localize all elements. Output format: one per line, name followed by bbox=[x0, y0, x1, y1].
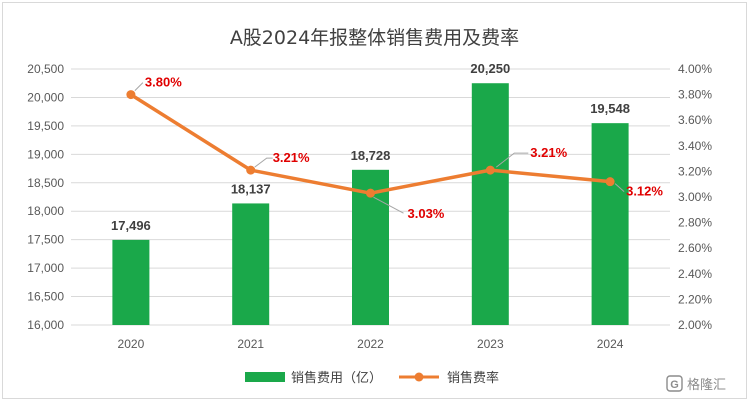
bar-data-label: 19,548 bbox=[590, 101, 630, 116]
y-left-tick-label: 19,500 bbox=[27, 119, 64, 133]
y-right-tick-label: 3.00% bbox=[678, 190, 712, 204]
x-tick-label: 2024 bbox=[597, 337, 624, 351]
bar-data-label: 20,250 bbox=[470, 61, 510, 76]
y-right-tick-label: 2.40% bbox=[678, 267, 712, 281]
bar bbox=[591, 123, 629, 325]
y-right-tick-label: 3.20% bbox=[678, 164, 712, 178]
bar bbox=[471, 83, 509, 325]
y-left-tick-label: 20,000 bbox=[27, 90, 64, 104]
y-left-tick-label: 18,000 bbox=[27, 204, 64, 218]
line-series bbox=[126, 90, 615, 198]
x-tick-label: 2023 bbox=[477, 337, 504, 351]
chart-svg: 16,000 16,500 17,000 17,500 18,000 18,500 19,0… bbox=[27, 61, 726, 393]
rate-point bbox=[605, 177, 615, 187]
line-data-labels: 3.80% 3.21% 3.03% 3.21% 3.12% bbox=[134, 75, 663, 221]
y-right-tick-label: 2.80% bbox=[678, 216, 712, 230]
gelonghui-logo-icon bbox=[666, 375, 683, 392]
y-right-tick-label: 3.40% bbox=[678, 139, 712, 153]
rate-leader-line bbox=[134, 82, 144, 91]
y-left-tick-label: 18,500 bbox=[27, 176, 64, 190]
y-right-tick-label: 4.00% bbox=[678, 62, 712, 76]
chart-title: A股2024年报整体销售费用及费率 bbox=[229, 27, 520, 49]
rate-data-label: 3.12% bbox=[626, 184, 663, 199]
y-right-tick-label: 2.20% bbox=[678, 292, 712, 306]
rate-data-label: 3.03% bbox=[408, 206, 445, 221]
rate-point bbox=[485, 165, 495, 175]
legend-bar-label: 销售费用（亿） bbox=[291, 370, 382, 386]
legend: 销售费用（亿） 销售费率 bbox=[245, 370, 499, 386]
rate-leader-line bbox=[373, 196, 404, 214]
y-right-tick-label: 2.60% bbox=[678, 241, 712, 255]
y-left-tick-label: 17,000 bbox=[27, 261, 64, 275]
bar-data-label: 18,137 bbox=[231, 181, 271, 196]
y-left-tick-label: 19,000 bbox=[27, 147, 64, 161]
bar-data-label: 17,496 bbox=[111, 218, 151, 233]
x-tick-label: 2022 bbox=[357, 337, 384, 351]
bar-series bbox=[112, 83, 629, 325]
y-left-tick-label: 16,500 bbox=[27, 290, 64, 304]
bar-data-label: 18,728 bbox=[351, 148, 391, 163]
legend-bar-swatch bbox=[245, 372, 285, 382]
rate-data-label: 3.21% bbox=[273, 150, 310, 165]
rate-data-label: 3.80% bbox=[145, 75, 182, 90]
bar bbox=[112, 239, 150, 325]
x-tick-label: 2021 bbox=[237, 337, 264, 351]
rate-point bbox=[126, 90, 136, 100]
legend-line-marker bbox=[414, 372, 424, 382]
rate-point bbox=[246, 165, 256, 175]
rate-point bbox=[366, 188, 375, 198]
y-right-tick-label: 3.80% bbox=[678, 88, 712, 102]
y-left-axis: 16,000 16,500 17,000 17,500 18,000 18,500 19,0… bbox=[27, 62, 64, 332]
bar-data-labels: 17,496 18,137 18,728 20,250 19,548 bbox=[111, 61, 630, 233]
rate-leader-line bbox=[614, 183, 625, 193]
y-right-axis: 2.00% 2.20% 2.40% 2.60% 2.80% 3.00% 3.20% 3.40%… bbox=[678, 62, 712, 332]
y-left-tick-label: 20,500 bbox=[27, 62, 64, 76]
bar bbox=[232, 203, 270, 325]
y-left-tick-label: 16,000 bbox=[27, 318, 64, 332]
y-right-tick-label: 3.60% bbox=[678, 113, 712, 127]
legend-line-label: 销售费率 bbox=[447, 370, 499, 386]
x-tick-label: 2020 bbox=[118, 337, 145, 351]
rate-leader-line bbox=[254, 157, 273, 168]
rate-data-label: 3.21% bbox=[530, 145, 567, 160]
x-axis: 2020 2021 2022 2023 2024 bbox=[118, 337, 624, 351]
watermark: G 格隆汇 bbox=[666, 375, 726, 393]
rate-leader-line bbox=[495, 152, 529, 168]
watermark-text: 格隆汇 bbox=[687, 377, 726, 393]
y-left-tick-label: 17,500 bbox=[27, 233, 64, 247]
y-right-tick-label: 2.00% bbox=[678, 318, 712, 332]
gelonghui-logo-glyph: G bbox=[670, 379, 679, 391]
